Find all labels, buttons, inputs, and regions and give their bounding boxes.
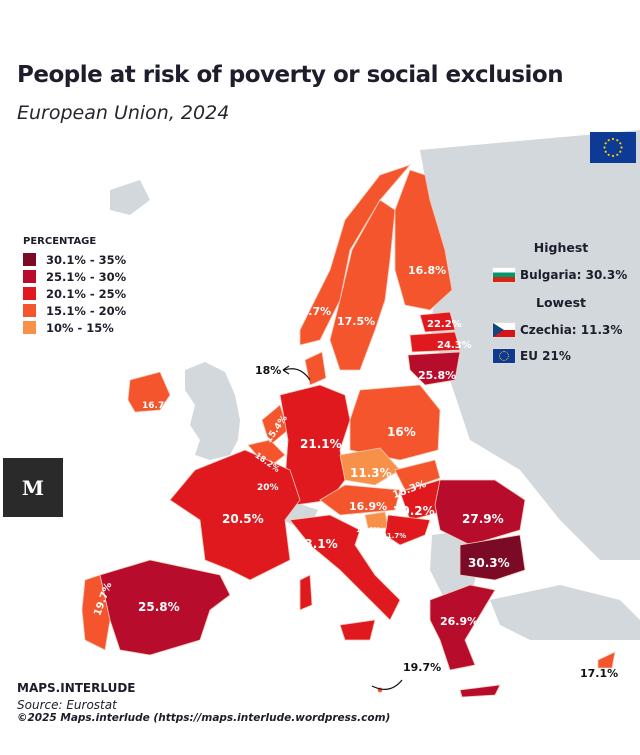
legend-label: 25.1% - 30% (46, 269, 127, 284)
country-france[interactable] (169, 449, 301, 581)
map-title: People at risk of poverty or social excl… (17, 62, 564, 88)
country-romania[interactable] (434, 479, 526, 546)
legend-swatch (23, 270, 36, 283)
label-lithuania: 25.8% (418, 369, 456, 382)
highest-row: Bulgaria: 30.3% (492, 267, 640, 283)
legend-swatch (23, 287, 36, 300)
eu-row: EU 21% (492, 348, 640, 364)
country-slovakia[interactable] (394, 459, 441, 491)
label-italy: 23.1% (296, 537, 338, 551)
label-finland: 16.8% (408, 264, 446, 277)
legend-item: 30.1% - 35% (23, 251, 126, 268)
eu-stars (603, 137, 623, 158)
country-austria[interactable] (319, 484, 401, 516)
highest-heading: Highest (533, 240, 589, 255)
lowest-value: Czechia: 11.3% (520, 323, 623, 337)
country-ireland[interactable] (127, 371, 171, 413)
denmark-arrow (283, 368, 311, 381)
info-panel: Highest Bulgaria: 30.3% Lowest Czechia: … (492, 240, 640, 364)
denmark-arrowhead (282, 365, 290, 375)
country-poland[interactable] (349, 384, 441, 461)
label-france: 20.5% (222, 512, 264, 526)
turkey (490, 585, 640, 640)
legend-label: 30.1% - 35% (46, 252, 127, 267)
legend-label: 15.1% - 20% (46, 303, 127, 318)
label-estonia: 22.2% (427, 319, 462, 330)
eu-flag-icon (590, 132, 636, 163)
label-romania: 27.9% (462, 512, 504, 526)
country-latvia[interactable] (409, 331, 461, 353)
legend: PERCENTAGE 30.1% - 35% 25.1% - 30% 20.1%… (23, 236, 126, 336)
legend-label: 10% - 15% (46, 320, 114, 335)
legend-swatch (23, 304, 36, 317)
country-italy[interactable] (289, 514, 401, 621)
label-spain: 25.8% (138, 600, 180, 614)
malta-arrow (371, 679, 403, 690)
label-luxembourg: 20% (257, 483, 279, 493)
country-spain[interactable] (99, 559, 231, 656)
country-czechia[interactable] (339, 447, 401, 486)
czechia-flag-icon (492, 322, 516, 338)
logo-glyph: M (21, 475, 45, 500)
label-poland: 16% (387, 425, 416, 439)
country-sicily[interactable] (339, 619, 376, 641)
great-britain (185, 362, 240, 460)
label-czechia: 11.3% (350, 466, 392, 480)
footer-brand: MAPS.INTERLUDE (17, 681, 136, 695)
label-greece: 26.9% (440, 615, 478, 628)
highest-value: Bulgaria: 30.3% (520, 268, 628, 282)
russia-ukraine-belarus (420, 130, 640, 560)
label-germany: 21.1% (300, 437, 342, 451)
lowest-row: Czechia: 11.3% (492, 322, 640, 338)
footer-copyright: ©2025 Maps.interlude (https://maps.inter… (17, 712, 391, 724)
country-cyprus[interactable] (597, 651, 616, 669)
label-slovenia: 14.4% (356, 526, 380, 534)
label-denmark: 18% (255, 364, 281, 377)
country-sardinia[interactable] (299, 574, 313, 611)
label-latvia: 24.3% (437, 340, 472, 351)
country-lithuania[interactable] (407, 351, 461, 386)
label-norway: 15.7% (293, 305, 331, 318)
country-croatia[interactable] (384, 514, 431, 546)
eu-value: EU 21% (520, 349, 571, 363)
legend-item: 25.1% - 30% (23, 268, 126, 285)
legend-swatch (23, 253, 36, 266)
map-subtitle: European Union, 2024 (17, 102, 230, 124)
label-sweden: 17.5% (337, 315, 375, 328)
eu-small-flag-icon (492, 348, 516, 364)
label-ireland: 16.7% (142, 401, 173, 411)
legend-item: 15.1% - 20% (23, 302, 126, 319)
maps-interlude-logo: M (3, 458, 63, 517)
country-crete[interactable] (459, 684, 501, 698)
legend-swatch (23, 321, 36, 334)
non-eu-land (110, 130, 640, 640)
label-austria: 16.9% (349, 500, 387, 513)
legend-item: 20.1% - 25% (23, 285, 126, 302)
label-cyprus: 17.1% (580, 667, 618, 680)
legend-item: 10% - 15% (23, 319, 126, 336)
country-finland[interactable] (394, 169, 453, 311)
label-bulgaria: 30.3% (468, 556, 510, 570)
legend-label: 20.1% - 25% (46, 286, 127, 301)
country-greece[interactable] (429, 584, 496, 671)
label-croatia: 21.7% (382, 532, 406, 540)
iceland (110, 180, 150, 215)
country-estonia[interactable] (419, 311, 456, 333)
lowest-heading: Lowest (536, 295, 586, 310)
label-malta: 19.7% (403, 661, 441, 674)
label-hungary: 20.2% (393, 504, 435, 518)
footer-source: Source: Eurostat (17, 698, 117, 712)
country-portugal[interactable] (81, 574, 111, 651)
country-denmark[interactable] (304, 351, 327, 386)
country-bulgaria[interactable] (459, 534, 526, 581)
legend-title: PERCENTAGE (23, 236, 97, 247)
bulgaria-flag-icon (492, 267, 516, 283)
country-sweden[interactable] (329, 199, 396, 371)
